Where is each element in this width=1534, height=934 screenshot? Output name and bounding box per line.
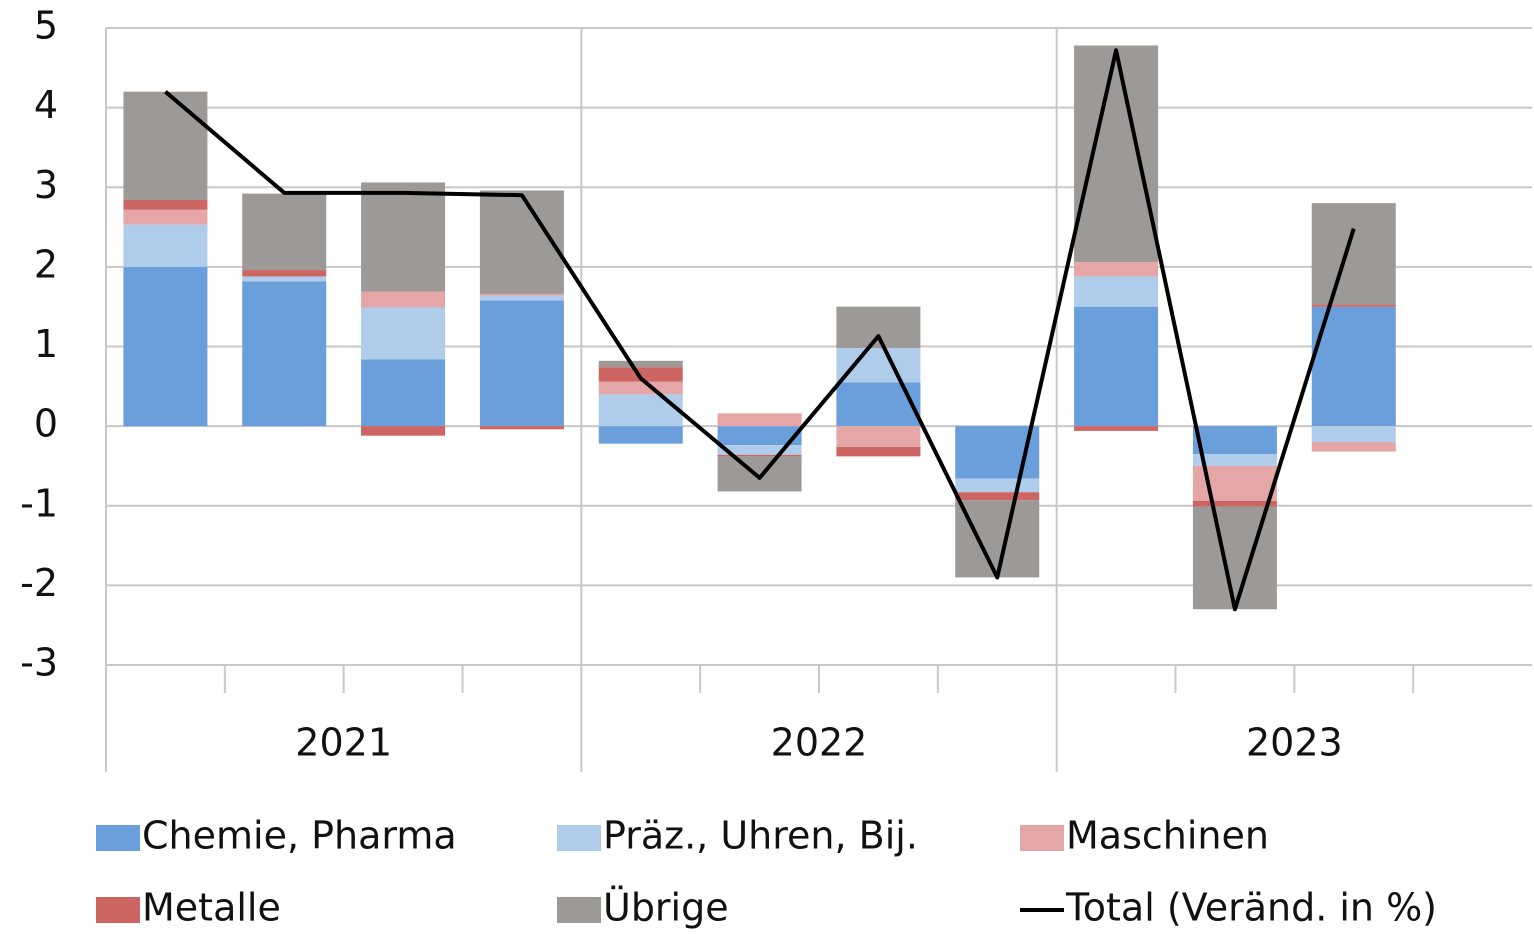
bar-segment bbox=[123, 91, 208, 200]
bar-segment bbox=[598, 360, 683, 368]
legend-swatch bbox=[557, 897, 601, 923]
bar-segment bbox=[123, 266, 208, 427]
bar-segment bbox=[1074, 276, 1159, 307]
y-tick-label: 0 bbox=[34, 402, 58, 446]
bar-segment bbox=[717, 456, 802, 492]
bar-segment bbox=[598, 426, 683, 444]
bar-segment bbox=[1074, 306, 1159, 427]
group-label: 2022 bbox=[771, 721, 868, 765]
y-tick-label: 4 bbox=[34, 83, 58, 127]
bar-segment bbox=[1192, 506, 1277, 610]
total-line bbox=[164, 48, 1356, 612]
legend-swatch bbox=[96, 897, 140, 923]
y-tick-label: -1 bbox=[20, 481, 58, 525]
bar-segment bbox=[955, 500, 1040, 578]
legend-swatch bbox=[557, 825, 601, 851]
y-tick-label: 2 bbox=[34, 242, 58, 286]
bar-segment bbox=[717, 454, 802, 457]
legend-swatch bbox=[96, 825, 140, 851]
bar-segment bbox=[479, 426, 564, 430]
bar-segment bbox=[361, 291, 446, 308]
y-tick-label: -2 bbox=[20, 561, 58, 605]
y-tick-label: 3 bbox=[34, 163, 58, 207]
legend-label: Metalle bbox=[142, 886, 281, 930]
bar-segment bbox=[1311, 203, 1396, 305]
bar-segment bbox=[836, 348, 921, 383]
legend-swatch bbox=[1020, 825, 1064, 851]
y-tick-label: 1 bbox=[34, 322, 58, 366]
bar-segment bbox=[1074, 262, 1159, 277]
bar-segment bbox=[836, 446, 921, 457]
bar-segment bbox=[1074, 45, 1159, 263]
group-label: 2023 bbox=[1246, 721, 1343, 765]
bar-segment bbox=[242, 270, 327, 277]
y-tick-label: 5 bbox=[34, 4, 58, 48]
bar-segment bbox=[479, 293, 564, 296]
bar-segment bbox=[361, 359, 446, 427]
bar-segment bbox=[1311, 442, 1396, 452]
bar-segment bbox=[955, 478, 1040, 493]
bar-segment bbox=[242, 281, 327, 427]
bar-segment bbox=[598, 381, 683, 395]
bar-segment bbox=[598, 394, 683, 427]
bar-segment bbox=[598, 367, 683, 382]
bar-segment bbox=[717, 445, 802, 455]
bar-segment bbox=[479, 295, 564, 301]
bar-segment bbox=[242, 276, 327, 282]
bar-segment bbox=[479, 300, 564, 427]
bar-segment bbox=[1192, 500, 1277, 507]
bar-segment bbox=[123, 209, 208, 225]
bar-segment bbox=[1311, 306, 1396, 427]
bar-segment bbox=[1311, 426, 1396, 443]
bar-segment bbox=[1074, 426, 1159, 431]
legend-label: Maschinen bbox=[1066, 814, 1269, 858]
bar-segment bbox=[1311, 304, 1396, 307]
bar-segment bbox=[836, 382, 921, 427]
bar-segment bbox=[123, 199, 208, 210]
bar-segment bbox=[1192, 426, 1277, 454]
bar-segment bbox=[717, 426, 802, 446]
y-tick-label: -3 bbox=[20, 641, 58, 685]
bar-segment bbox=[717, 413, 802, 427]
bar-segment bbox=[479, 190, 564, 294]
bar-segment bbox=[836, 426, 921, 447]
bar-segment bbox=[123, 224, 208, 267]
bar-segment bbox=[242, 193, 327, 271]
bar-segment bbox=[1192, 453, 1277, 466]
bar-segment bbox=[361, 182, 446, 292]
legend-label: Präz., Uhren, Bij. bbox=[603, 814, 918, 858]
legend-label: Total (Veränd. in %) bbox=[1065, 886, 1437, 930]
group-label: 2021 bbox=[295, 721, 392, 765]
legend-label: Chemie, Pharma bbox=[142, 814, 457, 858]
bar-segment bbox=[955, 492, 1040, 501]
bar-segment bbox=[361, 426, 446, 436]
legend-label: Übrige bbox=[603, 886, 729, 930]
bar-segment bbox=[361, 307, 446, 360]
bar-segment bbox=[836, 306, 921, 349]
